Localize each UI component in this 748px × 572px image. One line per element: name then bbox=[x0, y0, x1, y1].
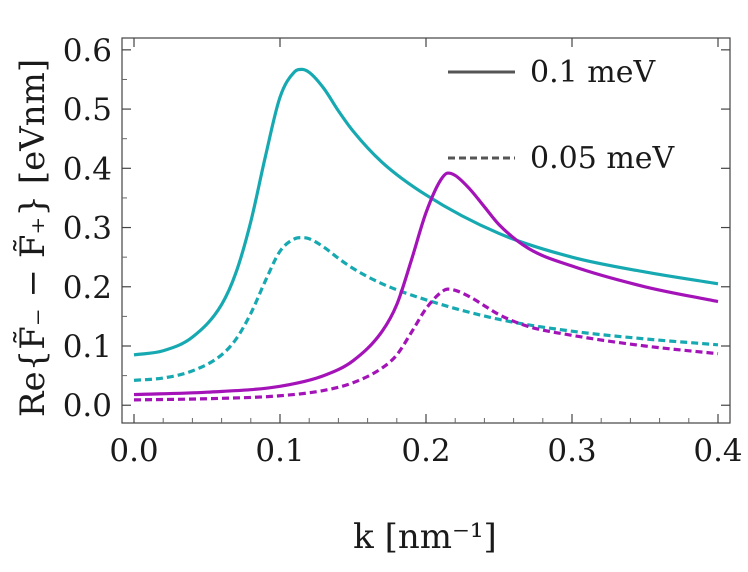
x-tick-label: 0.4 bbox=[693, 433, 742, 469]
series-layer bbox=[133, 67, 719, 402]
legend-label-0: 0.1 meV bbox=[530, 55, 656, 90]
series-line-0 bbox=[133, 67, 719, 357]
series-line-3 bbox=[133, 287, 719, 402]
y-tick-label: 0.6 bbox=[63, 33, 112, 69]
legend-label-1: 0.05 meV bbox=[530, 141, 676, 176]
x-tick-label: 0.3 bbox=[547, 433, 596, 469]
plot-frame bbox=[121, 37, 731, 424]
y-tick-label: 0.2 bbox=[63, 270, 112, 306]
x-tick-label: 0.2 bbox=[401, 433, 450, 469]
series-line-1 bbox=[133, 236, 719, 382]
axis-labels: k [nm⁻¹] Re{F̃₋ − F̃₊} [eVnm] bbox=[13, 59, 497, 557]
axes: 0.0 0.1 0.2 0.3 0.4 0.0 0.1 0.2 0.3 0.4 0.5 0.6 bbox=[63, 33, 743, 469]
y-tick-label: 0.0 bbox=[63, 388, 112, 424]
y-tick-label: 0.5 bbox=[63, 92, 112, 128]
y-tick-label: 0.3 bbox=[63, 211, 112, 247]
y-tick-label: 0.4 bbox=[63, 151, 112, 187]
series-line-2 bbox=[133, 171, 719, 397]
y-tick-label: 0.1 bbox=[63, 329, 112, 365]
y-axis-label: Re{F̃₋ − F̃₊} [eVnm] bbox=[13, 59, 53, 417]
x-axis-label: k [nm⁻¹] bbox=[353, 517, 497, 557]
x-tick-label: 0.1 bbox=[255, 433, 304, 469]
x-tick-label: 0.0 bbox=[109, 433, 158, 469]
legend: 0.1 meV 0.05 meV bbox=[448, 55, 676, 176]
